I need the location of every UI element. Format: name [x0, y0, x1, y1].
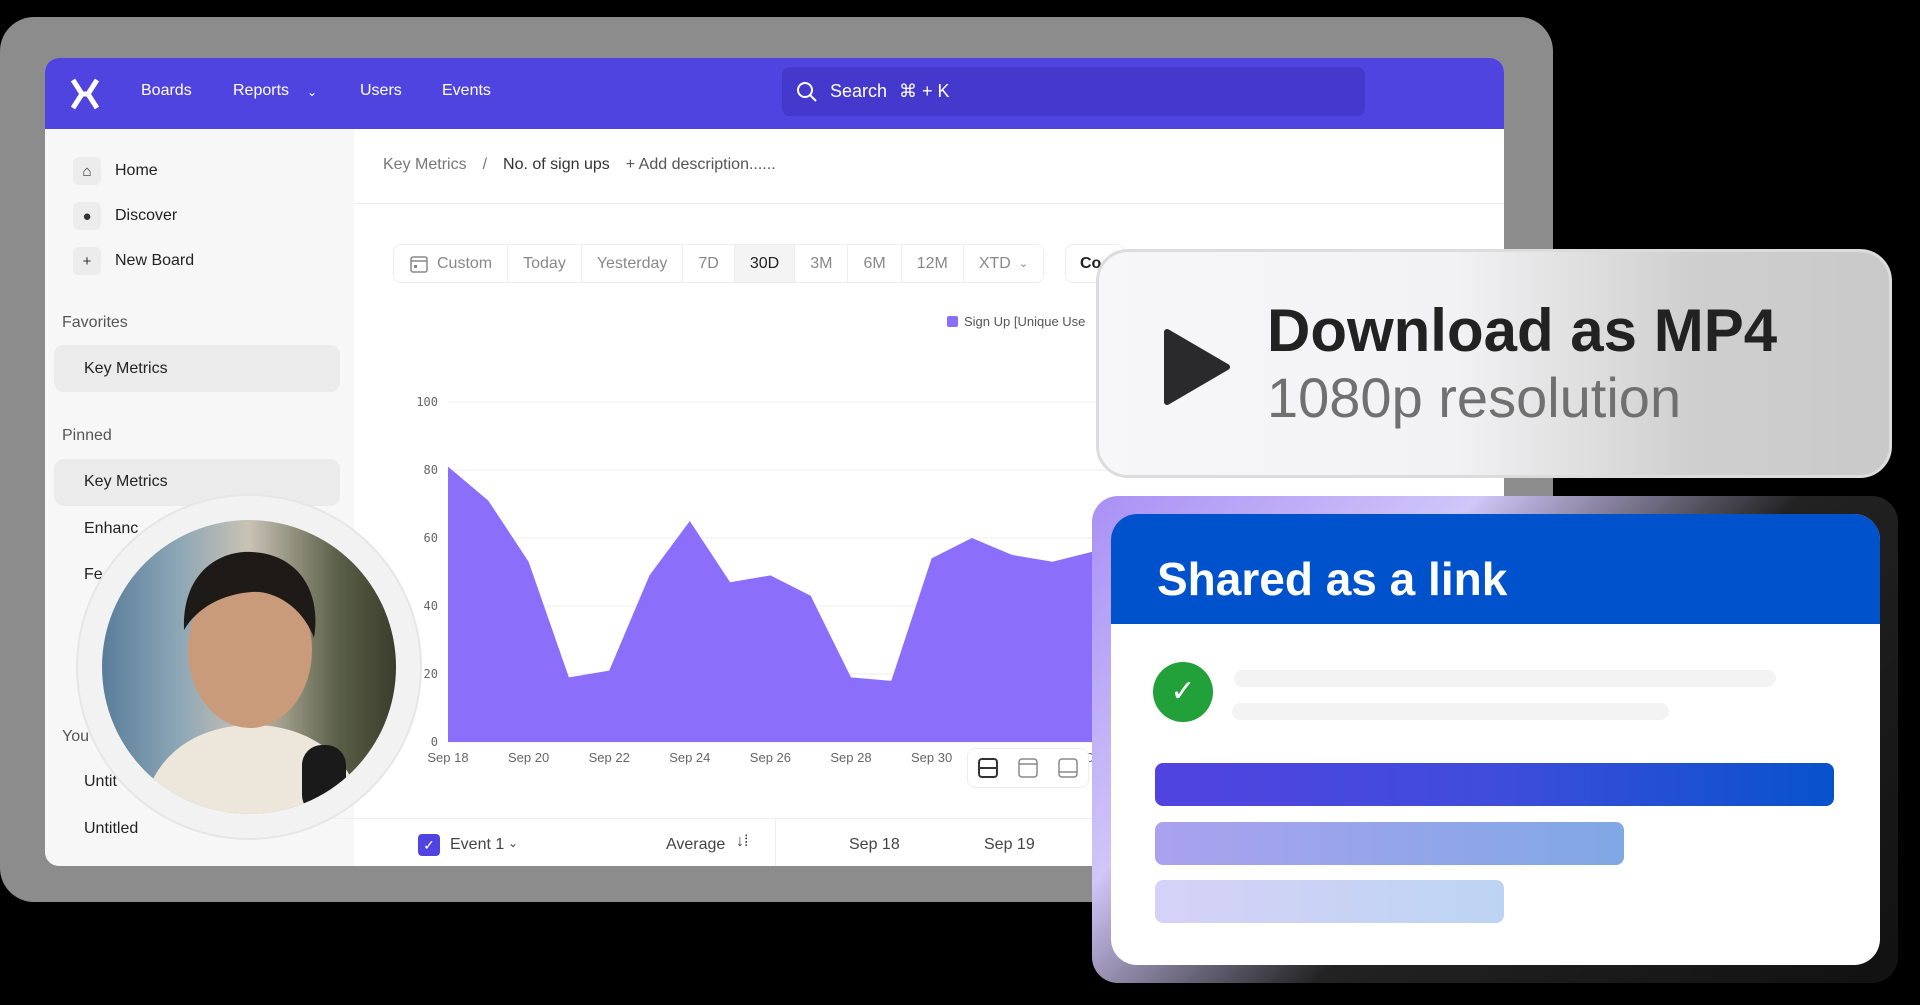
pinned-item-key-metrics[interactable] — [54, 459, 340, 506]
mp4-card-title: Download as MP4 — [1267, 297, 1778, 364]
pinned-label: Key Metrics — [84, 473, 168, 490]
placeholder-line — [1232, 703, 1669, 720]
y-tick-label: 60 — [424, 531, 438, 545]
chevron-down-icon: ⌄ — [1018, 258, 1029, 270]
x-tick-label: Sep 26 — [750, 750, 791, 765]
compass-icon: ● — [73, 202, 101, 230]
mp4-card-subtitle: 1080p resolution — [1267, 366, 1682, 429]
filter-7d[interactable]: 7D — [683, 245, 735, 282]
progress-bar — [1155, 880, 1504, 923]
layout-split-button[interactable] — [968, 749, 1008, 787]
divider — [354, 203, 1504, 204]
download-mp4-card[interactable]: Download as MP4 1080p resolution — [1096, 249, 1892, 478]
board-item[interactable]: Untitled — [84, 820, 139, 837]
sidebar-item-new-board[interactable]: + New Board — [73, 246, 194, 276]
pinned-heading: Pinned — [62, 427, 112, 444]
home-icon: ⌂ — [73, 157, 101, 185]
metric-column-header[interactable]: Average — [666, 836, 726, 853]
layout-top-icon — [1018, 758, 1038, 778]
pinned-item[interactable]: Fe — [84, 566, 103, 583]
placeholder-line — [1234, 670, 1776, 687]
filter-6m[interactable]: 6M — [848, 245, 902, 282]
sidebar-item-discover[interactable]: ● Discover — [73, 201, 177, 231]
favorite-label: Key Metrics — [84, 360, 168, 377]
calendar-icon — [410, 255, 428, 273]
board-item[interactable]: Untit — [84, 773, 117, 790]
x-tick-label: Sep 30 — [911, 750, 952, 765]
event-checkbox[interactable]: ✓ — [418, 834, 440, 856]
nav-reports[interactable]: Reports — [233, 82, 290, 99]
check-circle-icon: ✓ — [1153, 662, 1213, 722]
column-divider — [775, 819, 776, 866]
filter-label: Custom — [437, 254, 493, 272]
chevron-down-icon: ⌄ — [307, 85, 318, 99]
y-tick-label: 40 — [424, 599, 438, 613]
share-card-header: Shared as a link — [1111, 514, 1880, 624]
sort-icon[interactable]: ↓⁞ — [736, 833, 749, 850]
pinned-item[interactable]: Enhanc — [84, 520, 139, 537]
legend-label[interactable]: Sign Up [Unique Use — [964, 314, 1086, 329]
x-tick-label: Sep 18 — [427, 750, 468, 765]
nav-events[interactable]: Events — [442, 82, 491, 99]
legend-swatch — [947, 316, 958, 327]
y-tick-label: 20 — [424, 667, 438, 681]
filter-label: XTD — [978, 254, 1011, 272]
sidebar-item-home[interactable]: ⌂ Home — [73, 156, 158, 186]
filter-xtd[interactable]: XTD ⌄ — [964, 245, 1043, 282]
layout-bottom-icon — [1058, 758, 1078, 778]
y-tick-label: 80 — [424, 463, 438, 477]
filter-3m[interactable]: 3M — [795, 245, 849, 282]
favorite-item-key-metrics[interactable] — [54, 345, 340, 392]
yours-heading: You — [62, 728, 89, 745]
plus-icon: + — [73, 247, 101, 275]
x-tick-label: Sep 28 — [830, 750, 871, 765]
play-icon — [1164, 329, 1230, 405]
webcam-avatar — [102, 520, 396, 814]
x-tick-label: Sep 22 — [589, 750, 630, 765]
event-selector[interactable]: Event 1 — [450, 836, 505, 853]
filter-12m[interactable]: 12M — [902, 245, 964, 282]
search-placeholder: Search — [830, 81, 888, 101]
filter-yesterday[interactable]: Yesterday — [582, 245, 684, 282]
x-tick-label: Sep 24 — [669, 750, 710, 765]
search-icon — [797, 81, 817, 102]
add-description-button[interactable]: + Add description...... — [625, 156, 776, 173]
breadcrumb-separator: / — [482, 156, 488, 173]
filter-today[interactable]: Today — [508, 245, 582, 282]
page-title: No. of sign ups — [503, 156, 610, 173]
sidebar-item-label: Home — [115, 162, 158, 179]
top-nav-bar: Boards Reports ⌄ Users Events Search ⌘ +… — [45, 58, 1504, 129]
sidebar-item-label: Discover — [115, 207, 178, 224]
date-filter-group: Custom Today Yesterday 7D 30D 3M 6M 12M … — [393, 244, 1045, 283]
nav-users[interactable]: Users — [360, 82, 402, 99]
progress-bar — [1155, 763, 1834, 806]
layout-split-icon — [978, 758, 998, 778]
chart-legend: Sign Up [Unique Use — [947, 314, 1085, 329]
person-image — [142, 551, 364, 814]
table-header: ✓ Event 1 ⌄ Average ↓⁞ Sep 18 Sep 19 — [323, 818, 1504, 866]
search-input[interactable]: Search ⌘ + K — [782, 67, 1365, 116]
breadcrumb-parent[interactable]: Key Metrics — [383, 156, 467, 173]
progress-bar — [1155, 822, 1624, 865]
x-tick-label: Sep 20 — [508, 750, 549, 765]
breadcrumb: Key Metrics / No. of sign ups + Add desc… — [383, 156, 776, 174]
share-card-title: Shared as a link — [1157, 553, 1508, 605]
layout-bottom-button[interactable] — [1048, 749, 1088, 787]
filter-custom[interactable]: Custom — [394, 245, 509, 282]
layout-toggle — [967, 748, 1089, 788]
chevron-down-icon: ⌄ — [508, 836, 519, 850]
share-link-card: Shared as a link ✓ — [1111, 514, 1880, 965]
column-header: Sep 18 — [849, 836, 900, 853]
layout-top-button[interactable] — [1008, 749, 1048, 787]
sidebar-item-label: New Board — [115, 252, 195, 269]
column-header: Sep 19 — [984, 836, 1035, 853]
y-tick-label: 0 — [431, 735, 438, 749]
nav-boards[interactable]: Boards — [141, 82, 192, 99]
filter-30d[interactable]: 30D — [734, 245, 796, 282]
logo-icon[interactable] — [70, 78, 100, 110]
y-tick-label: 100 — [416, 395, 438, 409]
search-shortcut: ⌘ + K — [899, 81, 950, 101]
favorites-heading: Favorites — [62, 314, 128, 331]
